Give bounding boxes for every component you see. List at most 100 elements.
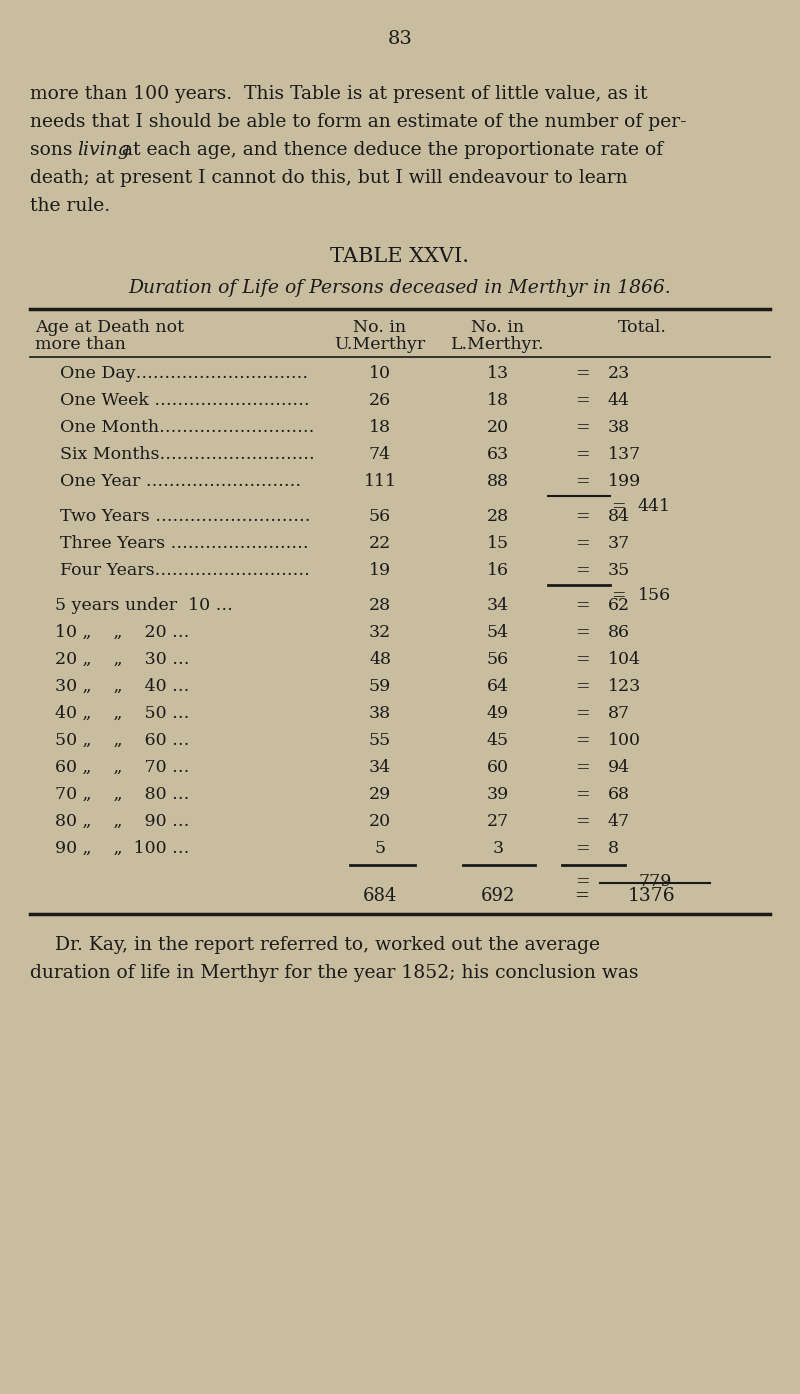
Text: 27: 27: [487, 813, 509, 829]
Text: 111: 111: [363, 473, 397, 491]
Text: 123: 123: [608, 677, 642, 696]
Text: One Month………………………: One Month………………………: [60, 420, 314, 436]
Text: =: =: [574, 651, 590, 668]
Text: 29: 29: [369, 786, 391, 803]
Text: 35: 35: [608, 562, 630, 579]
Text: 90 „    „  100 …: 90 „ „ 100 …: [55, 841, 190, 857]
Text: 56: 56: [487, 651, 509, 668]
Text: 60 „    „    70 …: 60 „ „ 70 …: [55, 758, 190, 776]
Text: =: =: [574, 365, 590, 382]
Text: 684: 684: [363, 887, 397, 905]
Text: 20: 20: [369, 813, 391, 829]
Text: 10: 10: [369, 365, 391, 382]
Text: 59: 59: [369, 677, 391, 696]
Text: 156: 156: [638, 587, 671, 604]
Text: =: =: [574, 473, 590, 491]
Text: =: =: [574, 705, 590, 722]
Text: 5: 5: [374, 841, 386, 857]
Text: 199: 199: [608, 473, 642, 491]
Text: 19: 19: [369, 562, 391, 579]
Text: One Year ………………………: One Year ………………………: [60, 473, 301, 491]
Text: 779: 779: [638, 873, 671, 889]
Text: 49: 49: [487, 705, 509, 722]
Text: 47: 47: [608, 813, 630, 829]
Text: 20: 20: [487, 420, 509, 436]
Text: 70 „    „    80 …: 70 „ „ 80 …: [55, 786, 190, 803]
Text: =: =: [574, 758, 590, 776]
Text: =: =: [574, 887, 590, 905]
Text: =: =: [574, 841, 590, 857]
Text: U.Merthyr: U.Merthyr: [334, 336, 426, 353]
Text: 84: 84: [608, 507, 630, 526]
Text: more than 100 years.  This Table is at present of little value, as it: more than 100 years. This Table is at pr…: [30, 85, 647, 103]
Text: the rule.: the rule.: [30, 197, 110, 215]
Text: 30 „    „    40 …: 30 „ „ 40 …: [55, 677, 190, 696]
Text: 104: 104: [608, 651, 641, 668]
Text: sons: sons: [30, 141, 78, 159]
Text: 23: 23: [608, 365, 630, 382]
Text: 45: 45: [487, 732, 509, 749]
Text: 38: 38: [369, 705, 391, 722]
Text: more than: more than: [35, 336, 126, 353]
Text: 18: 18: [487, 392, 509, 408]
Text: =: =: [574, 677, 590, 696]
Text: death; at present I cannot do this, but I will endeavour to learn: death; at present I cannot do this, but …: [30, 169, 628, 187]
Text: =: =: [574, 562, 590, 579]
Text: 38: 38: [608, 420, 630, 436]
Text: =: =: [574, 813, 590, 829]
Text: Two Years ………………………: Two Years ………………………: [60, 507, 310, 526]
Text: 68: 68: [608, 786, 630, 803]
Text: 39: 39: [487, 786, 509, 803]
Text: =: =: [574, 392, 590, 408]
Text: =: =: [574, 625, 590, 641]
Text: 80 „    „    90 …: 80 „ „ 90 …: [55, 813, 190, 829]
Text: 64: 64: [487, 677, 509, 696]
Text: 20 „    „    30 …: 20 „ „ 30 …: [55, 651, 190, 668]
Text: 16: 16: [487, 562, 509, 579]
Text: 100: 100: [608, 732, 641, 749]
Text: 692: 692: [481, 887, 515, 905]
Text: 88: 88: [487, 473, 509, 491]
Text: 34: 34: [487, 597, 509, 613]
Text: Four Years………………………: Four Years………………………: [60, 562, 310, 579]
Text: =: =: [610, 498, 626, 514]
Text: 40 „    „    50 …: 40 „ „ 50 …: [55, 705, 190, 722]
Text: Six Months………………………: Six Months………………………: [60, 446, 314, 463]
Text: 5 years under  10 …: 5 years under 10 …: [55, 597, 233, 613]
Text: 15: 15: [487, 535, 509, 552]
Text: 441: 441: [638, 498, 671, 514]
Text: Dr. Kay, in the report referred to, worked out the average: Dr. Kay, in the report referred to, work…: [55, 935, 600, 953]
Text: =: =: [574, 420, 590, 436]
Text: Three Years ……………………: Three Years ……………………: [60, 535, 309, 552]
Text: 44: 44: [608, 392, 630, 408]
Text: 32: 32: [369, 625, 391, 641]
Text: =: =: [574, 507, 590, 526]
Text: living: living: [77, 141, 130, 159]
Text: 28: 28: [369, 597, 391, 613]
Text: One Day…………………………: One Day…………………………: [60, 365, 308, 382]
Text: =: =: [574, 786, 590, 803]
Text: 10 „    „    20 …: 10 „ „ 20 …: [55, 625, 190, 641]
Text: =: =: [574, 597, 590, 613]
Text: 48: 48: [369, 651, 391, 668]
Text: 83: 83: [387, 31, 413, 47]
Text: =: =: [610, 587, 626, 604]
Text: =: =: [574, 535, 590, 552]
Text: 62: 62: [608, 597, 630, 613]
Text: 50 „    „    60 …: 50 „ „ 60 …: [55, 732, 190, 749]
Text: One Week ………………………: One Week ………………………: [60, 392, 310, 408]
Text: =: =: [574, 873, 590, 889]
Text: 8: 8: [608, 841, 619, 857]
Text: duration of life in Merthyr for the year 1852; his conclusion was: duration of life in Merthyr for the year…: [30, 965, 638, 981]
Text: Total.: Total.: [618, 319, 667, 336]
Text: 28: 28: [487, 507, 509, 526]
Text: 87: 87: [608, 705, 630, 722]
Text: 74: 74: [369, 446, 391, 463]
Text: 86: 86: [608, 625, 630, 641]
Text: No. in: No. in: [471, 319, 525, 336]
Text: 1376: 1376: [628, 887, 676, 905]
Text: =: =: [574, 446, 590, 463]
Text: needs that I should be able to form an estimate of the number of per-: needs that I should be able to form an e…: [30, 113, 686, 131]
Text: 22: 22: [369, 535, 391, 552]
Text: No. in: No. in: [354, 319, 406, 336]
